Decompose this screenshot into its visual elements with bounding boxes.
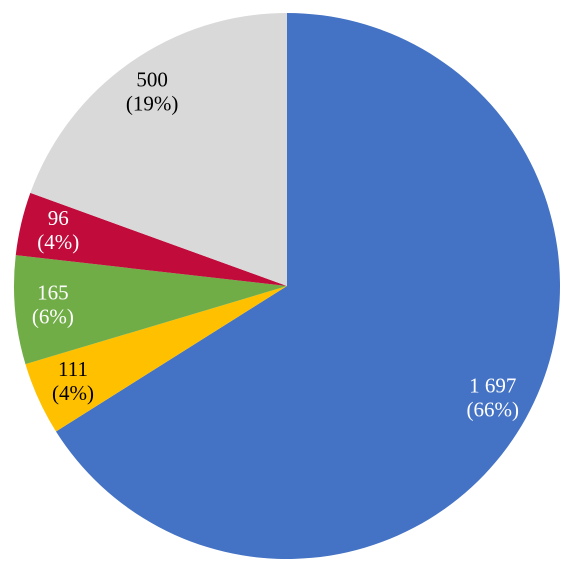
value-label: 96 bbox=[48, 206, 69, 230]
percent-label: (19%) bbox=[126, 91, 178, 115]
pie-slice bbox=[25, 286, 287, 432]
value-label: 1 697 bbox=[469, 373, 516, 397]
pie-slice bbox=[13, 255, 287, 365]
pie-slice bbox=[55, 13, 561, 559]
percent-label: (4%) bbox=[52, 381, 94, 405]
percent-label: (66%) bbox=[466, 397, 518, 421]
pie-slice bbox=[30, 13, 287, 286]
value-label: 165 bbox=[37, 281, 69, 305]
percent-label: (4%) bbox=[37, 230, 79, 254]
value-label: 111 bbox=[58, 357, 88, 381]
pie-slice bbox=[15, 192, 287, 286]
value-label: 500 bbox=[136, 67, 168, 91]
percent-label: (6%) bbox=[32, 305, 74, 329]
